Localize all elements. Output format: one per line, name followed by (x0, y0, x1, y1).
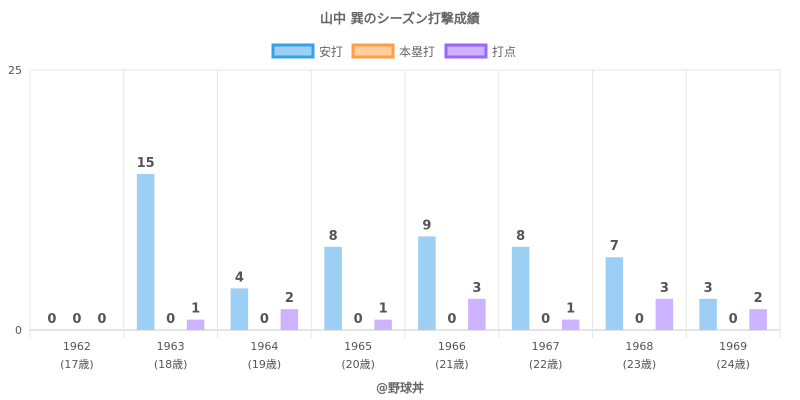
data-label-hits-1965: 8 (329, 229, 338, 244)
legend-item-hits[interactable]: 安打 (271, 43, 343, 59)
x-tick-label: 1962 (63, 340, 91, 353)
credit-text: @野球丼 (376, 380, 424, 395)
x-tick-sublabel: (18歳) (154, 358, 188, 371)
data-label-rbi-1964: 2 (285, 291, 294, 306)
bar-hits-1966[interactable] (418, 236, 436, 330)
data-label-rbi-1968: 3 (660, 281, 669, 296)
bar-rbi-1965[interactable] (374, 319, 392, 330)
bar-hits-1965[interactable] (324, 246, 342, 330)
data-label-hits-1964: 4 (235, 270, 244, 285)
x-tick-label: 1969 (719, 340, 747, 353)
x-tick-sublabel: (17歳) (60, 358, 94, 371)
data-label-rbi-1962: 0 (97, 312, 106, 327)
bar-rbi-1968[interactable] (655, 298, 674, 330)
x-tick-sublabel: (19歳) (248, 358, 282, 371)
legend-swatch-homeruns (351, 43, 395, 59)
data-label-hits-1969: 3 (704, 281, 713, 296)
x-tick-sublabel: (23歳) (623, 358, 657, 371)
x-tick-label: 1966 (438, 340, 466, 353)
legend-swatch-rbi (444, 43, 488, 59)
bar-rbi-1964[interactable] (280, 309, 299, 330)
data-labels: 0 0 0 15 0 1 4 0 2 8 0 1 9 0 3 8 0 1 7 0 3 3 0 2 (47, 156, 762, 327)
bar-hits-1963[interactable] (136, 174, 155, 330)
bar-rbi-1963[interactable] (186, 319, 205, 330)
data-label-homeruns-1968: 0 (635, 312, 644, 327)
data-label-rbi-1963: 1 (191, 302, 200, 317)
data-label-rbi-1967: 1 (566, 302, 575, 317)
legend-item-rbi[interactable]: 打点 (444, 43, 516, 59)
x-axis: 1962 (17歳) 1963 (18歳) 1964 (19歳) 1965 (20歳) 1966… (60, 340, 750, 371)
data-label-homeruns-1962: 0 (72, 312, 81, 327)
data-label-homeruns-1963: 0 (166, 312, 175, 327)
bar-rbi-1969[interactable] (749, 309, 767, 330)
data-label-hits-1966: 9 (422, 218, 431, 233)
legend-label-hits: 安打 (319, 44, 343, 59)
x-tick-label: 1965 (344, 340, 372, 353)
data-label-homeruns-1967: 0 (541, 312, 550, 327)
x-tick-label: 1964 (250, 340, 278, 353)
y-axis: 0 25 (8, 64, 22, 337)
bar-rbi-1966[interactable] (468, 298, 486, 330)
bar-hits-1969[interactable] (699, 298, 717, 330)
legend-label-rbi: 打点 (492, 45, 516, 59)
bars (136, 174, 767, 330)
data-label-homeruns-1966: 0 (447, 312, 456, 327)
data-label-hits-1968: 7 (610, 239, 619, 254)
data-label-rbi-1966: 3 (472, 281, 481, 296)
legend-label-homeruns: 本塁打 (399, 45, 435, 59)
bar-rbi-1967[interactable] (561, 319, 580, 330)
x-tick-sublabel: (22歳) (529, 358, 563, 371)
y-tick-label: 0 (15, 324, 22, 337)
data-label-hits-1962: 0 (47, 312, 56, 327)
data-label-rbi-1965: 1 (379, 302, 388, 317)
data-label-hits-1967: 8 (516, 229, 525, 244)
legend-item-homeruns[interactable]: 本塁打 (351, 43, 435, 59)
grid (29, 69, 781, 338)
data-label-homeruns-1965: 0 (354, 312, 363, 327)
data-label-homeruns-1969: 0 (729, 312, 738, 327)
data-label-rbi-1969: 2 (754, 291, 763, 306)
bar-hits-1964[interactable] (230, 288, 249, 330)
data-label-homeruns-1964: 0 (260, 312, 269, 327)
legend: 安打 本塁打 打点 (271, 43, 516, 59)
x-tick-label: 1968 (625, 340, 653, 353)
x-tick-label: 1967 (532, 340, 560, 353)
data-label-hits-1963: 15 (137, 156, 155, 171)
x-tick-sublabel: (20歳) (341, 358, 375, 371)
x-tick-sublabel: (24歳) (716, 358, 750, 371)
x-tick-sublabel: (21歳) (435, 358, 469, 371)
x-tick-label: 1963 (157, 340, 185, 353)
bar-hits-1967[interactable] (511, 246, 530, 330)
legend-swatch-hits (271, 43, 315, 59)
bar-hits-1968[interactable] (605, 257, 624, 330)
chart-title: 山中 巽のシーズン打撃成績 (320, 11, 480, 27)
y-tick-label: 25 (8, 64, 22, 77)
